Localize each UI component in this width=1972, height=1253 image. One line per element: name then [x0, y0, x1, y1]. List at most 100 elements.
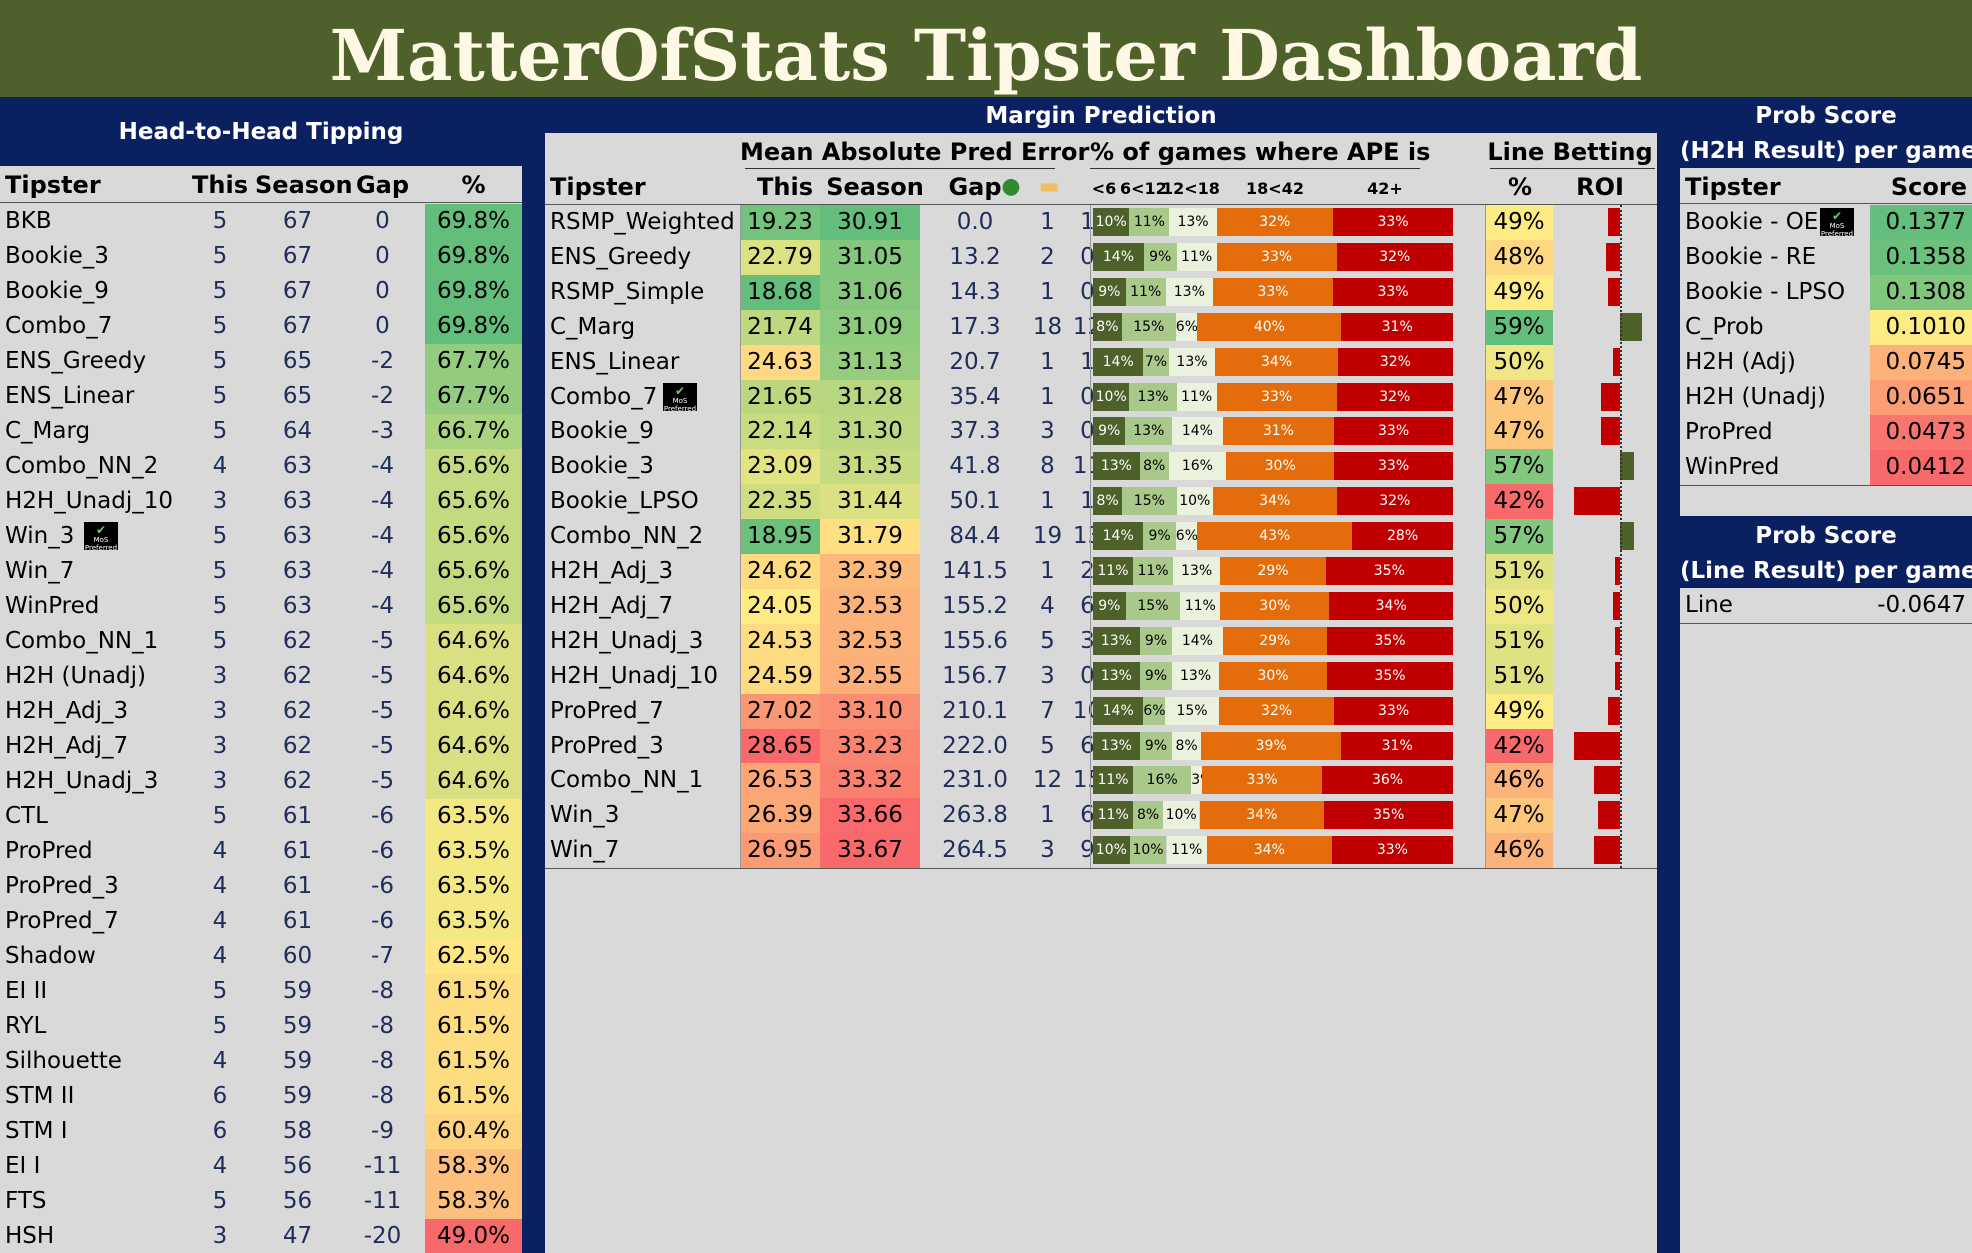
mape-gap: 210.1 — [942, 697, 1008, 724]
h2h-tipster-name: Win_3 — [5, 523, 75, 549]
h2h-season: 67 — [282, 313, 313, 339]
line-betting-pct: 47% — [1485, 798, 1553, 834]
line-betting-pct: 47% — [1485, 414, 1553, 450]
h2h-season: 58 — [282, 1118, 313, 1144]
badge-line-1: MoS — [672, 396, 688, 405]
h2h-season: 59 — [282, 978, 313, 1004]
ape-segment-4: 43% — [1197, 522, 1353, 551]
ape-segment-2: 8% — [1133, 801, 1163, 830]
ape-segment-2: 9% — [1139, 731, 1173, 760]
prob-score-line-table: Line -0.0647 — [1680, 588, 1972, 1253]
ape-segment-3: 10% — [1162, 801, 1200, 830]
ape-segment-5: 28% — [1352, 522, 1453, 551]
margin-header-line_pct: % — [1507, 173, 1533, 201]
prob-score: 0.0473 — [1870, 415, 1972, 450]
prob-tipster-name: Bookie - RE — [1685, 244, 1817, 270]
roi-bar — [1600, 382, 1620, 411]
h2h-row: STM II 6 59 -8 61.5% — [0, 1079, 522, 1114]
mape-gap: 0.0 — [956, 209, 994, 235]
mape-season: 31.09 — [820, 309, 920, 345]
line-betting-pct: 46% — [1485, 763, 1553, 799]
h2h-this: 5 — [212, 278, 228, 304]
ape-segment-1: 10% — [1093, 208, 1130, 236]
h2h-season: 62 — [282, 768, 313, 794]
h2h-pct: 69.8% — [425, 309, 522, 344]
mape-gap: 35.4 — [949, 383, 1001, 410]
thumbs-down-icon: ▬ — [1038, 174, 1060, 199]
best-count: 19 — [1032, 523, 1063, 550]
h2h-row: CTL 5 61 -6 63.5% — [0, 799, 522, 834]
h2h-row: Shadow 4 60 -7 62.5% — [0, 939, 522, 974]
margin-tipster-name: H2H_Adj_3 — [550, 558, 674, 584]
h2h-season: 61 — [282, 803, 313, 829]
ape-segment-1: 11% — [1093, 801, 1134, 830]
h2h-this: 5 — [212, 628, 228, 654]
h2h-pct: 61.5% — [425, 974, 522, 1009]
prob-header-tipster: Tipster — [1685, 173, 1781, 201]
prob-line-rule — [1680, 623, 1972, 624]
ape-segment-5: 31% — [1341, 731, 1453, 760]
prob-score: 0.0412 — [1870, 450, 1972, 485]
ape-segment-4: 34% — [1199, 801, 1325, 830]
margin-row: ProPred_3 28.65 33.23 222.0 5 6 13% 9% 8% 39% 31% 4… — [545, 728, 1657, 764]
ape-segment-3: 6% — [1175, 522, 1198, 551]
h2h-tipster-name: EI I — [5, 1153, 41, 1179]
ape-segment-2: 9% — [1143, 242, 1177, 271]
best-count: 5 — [1040, 732, 1055, 759]
ape-segment-3: 13% — [1172, 661, 1219, 690]
h2h-gap: 0 — [375, 278, 390, 304]
ape-segment-4: 39% — [1201, 731, 1342, 760]
margin-bottom-rule — [545, 868, 1657, 870]
best-count: 2 — [1040, 243, 1055, 270]
h2h-gap: -2 — [371, 383, 394, 409]
margin-row: ProPred_7 27.02 33.10 210.1 7 10 14% 6% 15% 32% 33… — [545, 693, 1657, 729]
ape-segment-5: 31% — [1341, 312, 1453, 341]
h2h-season: 59 — [282, 1048, 313, 1074]
margin-row: Combo_7 ✔ MoS Preferred 21.65 31.28 35.4 1 0 10% 1… — [545, 379, 1657, 415]
line-betting-pct: 49% — [1485, 693, 1553, 729]
mos-preferred-badge: ✔ MoS Preferred — [1820, 208, 1854, 238]
margin-tipster-name: ENS_Linear — [550, 348, 680, 375]
ape-segment-5: 33% — [1331, 836, 1453, 865]
ape-segment-3: 11% — [1180, 591, 1221, 620]
mape-season: 33.10 — [820, 693, 920, 729]
h2h-tipster-name: Combo_NN_1 — [5, 628, 159, 654]
h2h-tipster-name: ProPred_3 — [5, 873, 119, 899]
h2h-tipster-name: HSH — [5, 1223, 55, 1249]
mape-this: 22.35 — [740, 484, 820, 520]
ape-segment-3: 13% — [1165, 277, 1213, 306]
h2h-gap: -4 — [371, 593, 394, 619]
best-count: 1 — [1040, 278, 1055, 305]
mape-gap: 264.5 — [942, 837, 1008, 864]
roi-bar — [1574, 731, 1620, 760]
h2h-this: 3 — [212, 488, 228, 514]
prob-row: Bookie - OE ✔ MoS Preferred 0.1377 — [1680, 205, 1972, 240]
margin-tipster-name: Combo_NN_2 — [550, 523, 704, 550]
roi-bar — [1598, 801, 1620, 830]
ape-segment-2: 10% — [1129, 836, 1167, 865]
h2h-gap: -6 — [371, 803, 394, 829]
best-count: 1 — [1040, 348, 1055, 375]
ape-segment-2: 6% — [1143, 696, 1165, 725]
mape-this: 18.95 — [740, 519, 820, 555]
h2h-pct: 61.5% — [425, 1079, 522, 1114]
best-count: 7 — [1040, 697, 1055, 724]
margin-row: Win_3 26.39 33.66 263.8 1 6 11% 8% 10% 34% 35% 47% — [545, 798, 1657, 834]
h2h-season: 62 — [282, 663, 313, 689]
h2h-tipster-name: Silhouette — [5, 1048, 122, 1074]
prob-tipster-name: ProPred — [1685, 419, 1773, 445]
ape-segment-4: 34% — [1215, 347, 1338, 376]
h2h-gap: -6 — [371, 873, 394, 899]
h2h-season: 63 — [282, 558, 313, 584]
best-count: 18 — [1032, 313, 1063, 340]
h2h-this: 5 — [212, 978, 228, 1004]
ape-segment-4: 29% — [1220, 557, 1326, 585]
margin-tipster-name: Win_7 — [550, 837, 620, 864]
h2h-gap: -11 — [363, 1188, 402, 1214]
ape-segment-2: 15% — [1122, 487, 1177, 516]
ape-segment-5: 35% — [1327, 626, 1453, 655]
mape-this: 26.39 — [740, 798, 820, 834]
margin-tipster-name: RSMP_Simple — [550, 278, 705, 305]
margin-row: H2H_Adj_3 24.62 32.39 141.5 1 2 11% 11% 13% 29% 35… — [545, 554, 1657, 589]
h2h-this: 6 — [212, 1083, 228, 1109]
